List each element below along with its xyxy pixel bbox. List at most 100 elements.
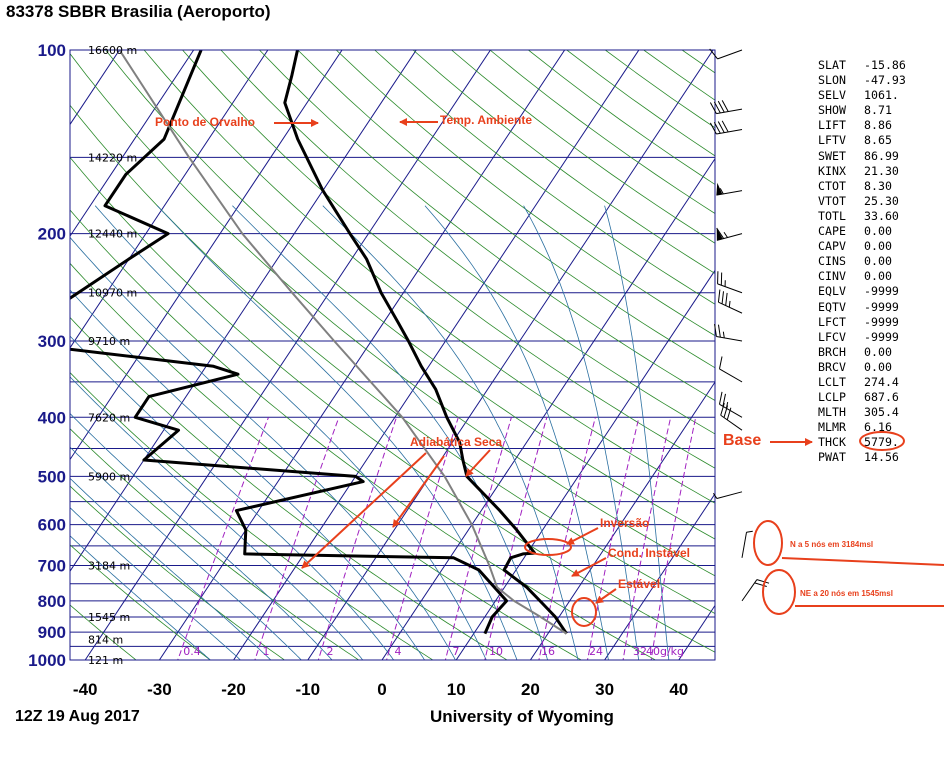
index-name: THCK	[818, 435, 846, 450]
temperature-tick-label: 20	[521, 680, 540, 699]
height-label: 3184 m	[88, 560, 130, 573]
plot-frame	[69, 49, 716, 661]
index-name: TOTL	[818, 208, 846, 223]
mixing-ratio-line	[254, 417, 340, 660]
mixing-ratio-line	[317, 417, 397, 660]
annotation-dry-adiabat-label: Adiabática Seca	[410, 435, 502, 449]
moist-adiabat-line	[94, 205, 487, 660]
annotation-wind-850-ellipse	[762, 569, 796, 615]
wind-barb-half-feather	[719, 188, 724, 195]
index-value: 0.00	[864, 269, 892, 284]
wind-barb	[709, 48, 743, 60]
temperature-tick-label: 30	[595, 680, 614, 699]
height-label: 10970 m	[88, 287, 137, 300]
wind-barb-staff	[716, 491, 743, 500]
annotations: Ponto de Orvalho Temp. Ambiente Adiabática…	[155, 113, 944, 627]
index-name: EQTV	[818, 299, 846, 314]
index-value: -9999	[864, 329, 899, 344]
dry-adiabat-line	[70, 262, 583, 660]
index-value: -9999	[864, 314, 899, 329]
index-name: LCLT	[818, 374, 846, 389]
isotherm-line	[84, 50, 492, 660]
index-row-mlmr: MLMR 6.16	[818, 420, 928, 435]
index-row-slon: SLON -47.93	[818, 73, 928, 88]
index-row-show: SHOW 8.71	[818, 103, 928, 118]
index-value: 5779.	[864, 435, 899, 450]
parcel-line	[118, 50, 568, 635]
isotherm-line	[70, 50, 417, 573]
mixing-ratio-line	[444, 417, 512, 660]
index-row-vtot: VTOT 25.30	[818, 194, 928, 209]
index-name: EQLV	[818, 284, 846, 299]
dry-adiabat-line	[70, 371, 434, 660]
index-name: SWET	[818, 148, 846, 163]
dry-adiabat-line	[220, 50, 715, 435]
index-name: CTOT	[818, 178, 846, 193]
annotation-temperature-label: Temp. Ambiente	[440, 113, 532, 127]
moist-adiabat-line	[523, 205, 640, 660]
mixing-ratio-label: 40g/kg	[646, 645, 684, 658]
annotation-dry-adiabat-arrow-1	[301, 452, 427, 569]
index-value: 14.56	[864, 450, 899, 465]
wind-barb-feather	[717, 289, 721, 303]
wind-barbs	[709, 48, 770, 602]
index-row-mlth: MLTH 305.4	[818, 405, 928, 420]
pressure-tick-label: 100	[38, 41, 66, 60]
wind-barb-feather	[709, 122, 717, 135]
index-name: SHOW	[818, 103, 846, 118]
wind-barb-staff	[719, 368, 743, 383]
index-value: 305.4	[864, 405, 899, 420]
annotation-inversion-arrow	[566, 527, 599, 545]
wind-barb-feather	[721, 291, 725, 304]
moist-adiabat-line	[70, 412, 333, 660]
index-value: 8.65	[864, 133, 892, 148]
index-row-eqlv: EQLV -9999	[818, 284, 928, 299]
wind-barb-feather	[718, 356, 723, 369]
index-value: 0.00	[864, 359, 892, 374]
wind-barb-half-feather	[722, 331, 725, 338]
index-value: 0.00	[864, 254, 892, 269]
index-row-lfcv: LFCV -9999	[818, 330, 928, 345]
isotherm-line	[307, 50, 714, 660]
index-value: -15.86	[864, 58, 906, 72]
mixing-ratio-label: 7	[453, 645, 460, 658]
index-row-brch: BRCH 0.00	[818, 345, 928, 360]
mixing-ratio-line	[586, 417, 640, 660]
annotation-wind-700-ellipse	[753, 520, 783, 566]
height-label: 9710 m	[88, 335, 130, 348]
wind-barb-staff	[720, 414, 743, 431]
annotation-inversion-label: Inversão	[600, 516, 649, 530]
wind-barb-half-feather	[728, 300, 731, 308]
height-label: 121 m	[88, 654, 123, 667]
index-row-selv: SELV 1061.	[818, 88, 928, 103]
index-row-totl: TOTL 33.60	[818, 209, 928, 224]
index-name: BRCH	[818, 344, 846, 359]
wind-barb-feather	[713, 121, 721, 134]
moist-adiabat-line	[70, 335, 395, 660]
index-row-swet: SWET 86.99	[818, 149, 928, 164]
wind-barb	[712, 491, 743, 500]
wind-barb-feather	[716, 227, 725, 239]
index-row-pwat: PWAT 14.56	[818, 450, 928, 465]
moist-adiabat-line	[70, 535, 212, 660]
mixing-ratio-line	[538, 417, 596, 660]
wind-barb-pennant	[716, 182, 723, 196]
wind-barb	[716, 227, 743, 241]
annotation-dry-adiabat-arrow-2	[392, 455, 445, 528]
index-value: 687.6	[864, 390, 899, 405]
index-value: 86.99	[864, 148, 899, 163]
index-value: 33.60	[864, 208, 899, 223]
dry-adiabat-line	[374, 50, 715, 305]
wind-barb-feather	[726, 407, 732, 421]
wind-barb-feather	[720, 272, 723, 286]
index-row-cinv: CINV 0.00	[818, 269, 928, 284]
mixing-ratio-line	[177, 417, 269, 660]
index-row-cape: CAPE 0.00	[818, 224, 928, 239]
isotherm-line	[158, 50, 566, 660]
index-name: CAPE	[818, 224, 846, 239]
index-row-thck: THCK 5779.	[818, 435, 928, 450]
dry-adiabat-line	[70, 52, 715, 577]
index-name: PWAT	[818, 450, 846, 465]
mixing-ratio-label: 16	[541, 645, 555, 658]
wind-barb-feather	[709, 102, 717, 114]
